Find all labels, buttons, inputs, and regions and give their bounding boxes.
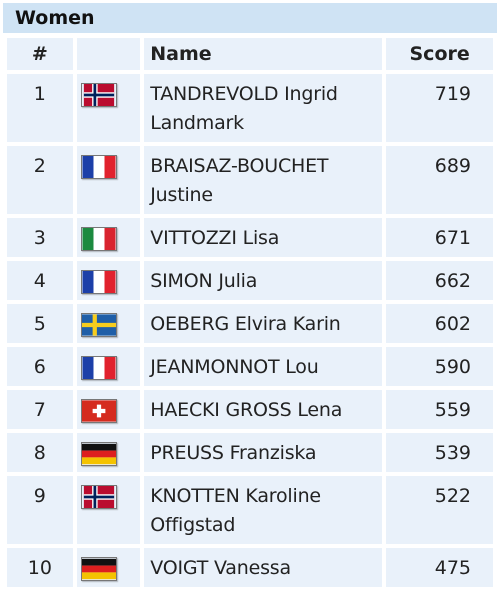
flag-cell <box>76 433 141 472</box>
flag-cell <box>76 146 141 214</box>
athlete-name[interactable]: KNOTTEN Karoline Offigstad <box>144 476 383 544</box>
rank-cell: 1 <box>7 74 73 142</box>
athlete-name[interactable]: HAECKI GROSS Lena <box>144 390 383 429</box>
ranking-table: # Name Score 1 TANDREVOLD Ingrid Landmark… <box>3 34 497 591</box>
rank-cell: 4 <box>7 261 73 300</box>
score-cell: 590 <box>386 347 493 386</box>
athlete-name[interactable]: BRAISAZ-BOUCHET Justine <box>144 146 383 214</box>
rank-cell: 5 <box>7 304 73 343</box>
rank-cell: 3 <box>7 218 73 257</box>
rank-cell: 6 <box>7 347 73 386</box>
ranking-rows: 1 TANDREVOLD Ingrid Landmark 719 2 BRAISAZ-B… <box>7 74 493 587</box>
flag-column-header <box>76 38 141 70</box>
athlete-name[interactable]: PREUSS Franziska <box>144 433 383 472</box>
rank-cell: 9 <box>7 476 73 544</box>
table-row: 4 SIMON Julia 662 <box>7 261 493 300</box>
switzerland-flag-icon <box>80 399 117 423</box>
norway-flag-icon <box>80 485 117 509</box>
athlete-name[interactable]: VITTOZZI Lisa <box>144 218 383 257</box>
rank-column-header: # <box>7 38 73 70</box>
table-row: 8 PREUSS Franziska 539 <box>7 433 493 472</box>
athlete-name[interactable]: TANDREVOLD Ingrid Landmark <box>144 74 383 142</box>
table-row: 2 BRAISAZ-BOUCHET Justine 689 <box>7 146 493 214</box>
score-cell: 559 <box>386 390 493 429</box>
table-row: 3 VITTOZZI Lisa 671 <box>7 218 493 257</box>
sweden-flag-icon <box>80 313 117 337</box>
rank-cell: 8 <box>7 433 73 472</box>
france-flag-icon <box>80 356 117 380</box>
table-row: 5 OEBERG Elvira Karin 602 <box>7 304 493 343</box>
athlete-name[interactable]: OEBERG Elvira Karin <box>144 304 383 343</box>
table-header-row: # Name Score <box>7 38 493 70</box>
italy-flag-icon <box>80 227 117 251</box>
table-row: 10 VOIGT Vanessa 475 <box>7 548 493 587</box>
france-flag-icon <box>80 270 117 294</box>
flag-cell <box>76 347 141 386</box>
flag-cell <box>76 218 141 257</box>
rank-cell: 10 <box>7 548 73 587</box>
germany-flag-icon <box>80 557 117 581</box>
flag-cell <box>76 261 141 300</box>
score-cell: 662 <box>386 261 493 300</box>
flag-cell <box>76 548 141 587</box>
table-row: 9 KNOTTEN Karoline Offigstad 522 <box>7 476 493 544</box>
norway-flag-icon <box>80 83 117 107</box>
score-cell: 719 <box>386 74 493 142</box>
rank-cell: 7 <box>7 390 73 429</box>
table-row: 7 HAECKI GROSS Lena 559 <box>7 390 493 429</box>
athlete-name[interactable]: JEANMONNOT Lou <box>144 347 383 386</box>
rank-cell: 2 <box>7 146 73 214</box>
flag-cell <box>76 390 141 429</box>
score-cell: 671 <box>386 218 493 257</box>
score-cell: 539 <box>386 433 493 472</box>
athlete-name[interactable]: SIMON Julia <box>144 261 383 300</box>
flag-cell <box>76 74 141 142</box>
score-cell: 522 <box>386 476 493 544</box>
germany-flag-icon <box>80 442 117 466</box>
table-row: 1 TANDREVOLD Ingrid Landmark 719 <box>7 74 493 142</box>
score-cell: 475 <box>386 548 493 587</box>
flag-cell <box>76 304 141 343</box>
score-column-header: Score <box>386 38 493 70</box>
name-column-header: Name <box>144 38 383 70</box>
france-flag-icon <box>80 155 117 179</box>
athlete-name[interactable]: VOIGT Vanessa <box>144 548 383 587</box>
table-row: 6 JEANMONNOT Lou 590 <box>7 347 493 386</box>
flag-cell <box>76 476 141 544</box>
section-title: Women <box>3 3 497 33</box>
score-cell: 602 <box>386 304 493 343</box>
ranking-panel: Women # Name Score 1 TANDREVOLD Ingrid La… <box>3 3 497 591</box>
score-cell: 689 <box>386 146 493 214</box>
